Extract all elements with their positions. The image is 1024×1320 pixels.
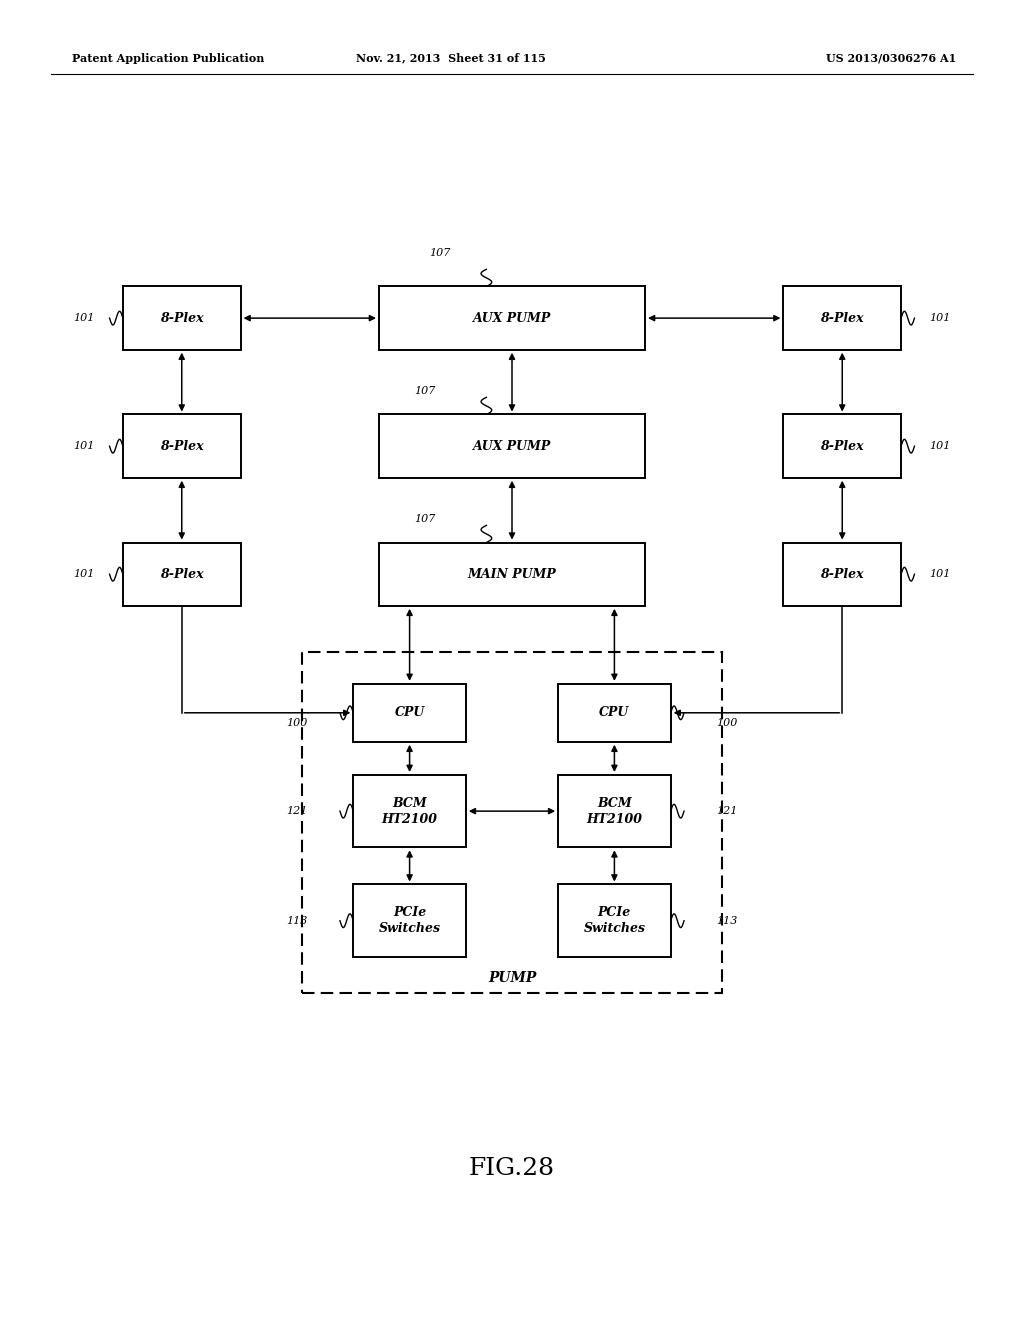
Text: 113: 113	[287, 916, 307, 925]
Text: PUMP: PUMP	[487, 970, 537, 985]
Text: CPU: CPU	[394, 706, 425, 719]
Text: 8-Plex: 8-Plex	[160, 312, 204, 325]
Text: AUX PUMP: AUX PUMP	[473, 440, 551, 453]
Text: 100: 100	[287, 718, 307, 729]
FancyBboxPatch shape	[123, 414, 241, 478]
Text: 101: 101	[930, 313, 950, 323]
Text: 113: 113	[717, 916, 737, 925]
Text: 107: 107	[415, 513, 435, 524]
Text: Nov. 21, 2013  Sheet 31 of 115: Nov. 21, 2013 Sheet 31 of 115	[355, 53, 546, 63]
Text: 107: 107	[415, 385, 435, 396]
FancyBboxPatch shape	[558, 775, 671, 847]
Text: 8-Plex: 8-Plex	[160, 440, 204, 453]
FancyBboxPatch shape	[123, 286, 241, 350]
FancyBboxPatch shape	[123, 543, 241, 606]
Text: US 2013/0306276 A1: US 2013/0306276 A1	[825, 53, 956, 63]
Text: BCM
HT2100: BCM HT2100	[587, 797, 642, 825]
Text: FIG.28: FIG.28	[469, 1156, 555, 1180]
FancyBboxPatch shape	[353, 884, 466, 957]
Text: 121: 121	[717, 807, 737, 816]
Text: 101: 101	[74, 569, 94, 579]
FancyBboxPatch shape	[379, 414, 645, 478]
Text: 121: 121	[287, 807, 307, 816]
FancyBboxPatch shape	[558, 884, 671, 957]
FancyBboxPatch shape	[353, 775, 466, 847]
Text: Patent Application Publication: Patent Application Publication	[72, 53, 264, 63]
Text: 8-Plex: 8-Plex	[820, 312, 864, 325]
Text: PCIe
Switches: PCIe Switches	[584, 907, 645, 935]
Text: 107: 107	[430, 248, 451, 259]
Text: 8-Plex: 8-Plex	[160, 568, 204, 581]
FancyBboxPatch shape	[783, 543, 901, 606]
Text: 8-Plex: 8-Plex	[820, 568, 864, 581]
FancyBboxPatch shape	[379, 543, 645, 606]
Text: MAIN PUMP: MAIN PUMP	[468, 568, 556, 581]
FancyBboxPatch shape	[558, 684, 671, 742]
Text: AUX PUMP: AUX PUMP	[473, 312, 551, 325]
FancyBboxPatch shape	[783, 286, 901, 350]
Text: 101: 101	[930, 569, 950, 579]
FancyBboxPatch shape	[783, 414, 901, 478]
Text: PCIe
Switches: PCIe Switches	[379, 907, 440, 935]
Text: 101: 101	[74, 313, 94, 323]
FancyBboxPatch shape	[353, 684, 466, 742]
Text: 8-Plex: 8-Plex	[820, 440, 864, 453]
Text: 100: 100	[717, 718, 737, 729]
Text: CPU: CPU	[599, 706, 630, 719]
Text: BCM
HT2100: BCM HT2100	[382, 797, 437, 825]
Text: 101: 101	[930, 441, 950, 451]
FancyBboxPatch shape	[379, 286, 645, 350]
Text: 101: 101	[74, 441, 94, 451]
